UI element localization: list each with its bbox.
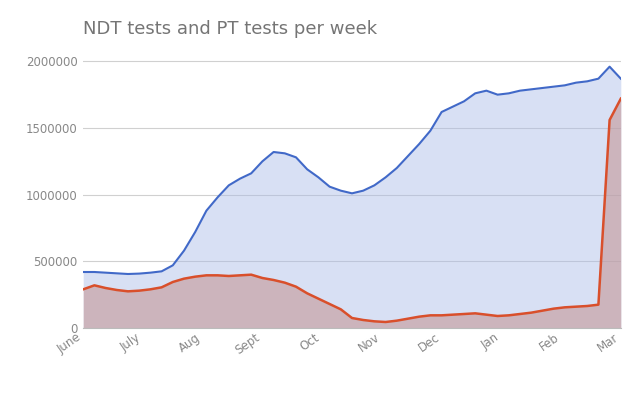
Text: NDT tests and PT tests per week: NDT tests and PT tests per week bbox=[83, 20, 378, 38]
